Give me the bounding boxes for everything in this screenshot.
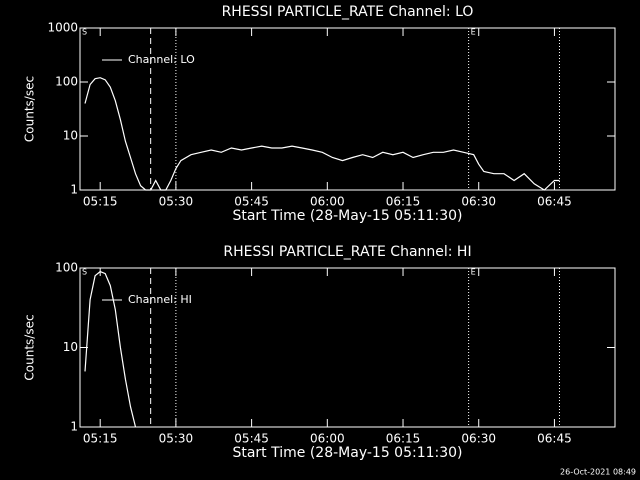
x-axis-label: Start Time (28-May-15 05:11:30) [232, 208, 462, 224]
y-tick-label: 10 [63, 340, 78, 354]
y-tick-label: 100 [55, 75, 78, 89]
y-tick-label: 1 [70, 183, 78, 197]
annotation: E [471, 28, 476, 37]
x-tick-label: 06:00 [310, 432, 345, 446]
x-tick-label: 05:45 [234, 195, 269, 209]
x-tick-label: 05:45 [234, 432, 269, 446]
x-tick-label: 06:45 [537, 432, 572, 446]
plot-frame [79, 27, 616, 191]
chart-title: RHESSI PARTICLE_RATE Channel: HI [223, 244, 471, 260]
y-tick-label: 1000 [47, 21, 78, 35]
plot-frame [79, 267, 616, 428]
x-tick-label: 05:30 [159, 432, 194, 446]
x-tick-label: 05:15 [83, 195, 118, 209]
annotation: E [471, 268, 476, 277]
x-tick-label: 06:45 [537, 195, 572, 209]
footer: 26-Oct-2021 08:49 [560, 468, 636, 477]
x-axis-label: Start Time (28-May-15 05:11:30) [232, 445, 462, 461]
x-tick-label: 05:15 [83, 432, 118, 446]
x-tick-label: 06:00 [310, 195, 345, 209]
data-line [84, 270, 137, 428]
annotation: S [82, 268, 87, 277]
chart-title: RHESSI PARTICLE_RATE Channel: LO [222, 4, 474, 20]
annotation: S [82, 28, 87, 37]
legend-label: Channel: LO [128, 53, 195, 66]
legend-label: Channel: HI [128, 293, 192, 306]
x-tick-label: 05:30 [159, 195, 194, 209]
x-tick-label: 06:30 [461, 195, 496, 209]
y-axis-label: Counts/sec [23, 314, 37, 380]
y-tick-label: 100 [55, 261, 78, 275]
y-tick-label: 10 [63, 129, 78, 143]
y-tick-label: 1 [70, 420, 78, 434]
x-tick-label: 06:15 [386, 432, 421, 446]
data-line [84, 77, 560, 191]
y-axis-label: Counts/sec [23, 76, 37, 142]
x-tick-label: 06:30 [461, 432, 496, 446]
x-tick-label: 06:15 [386, 195, 421, 209]
